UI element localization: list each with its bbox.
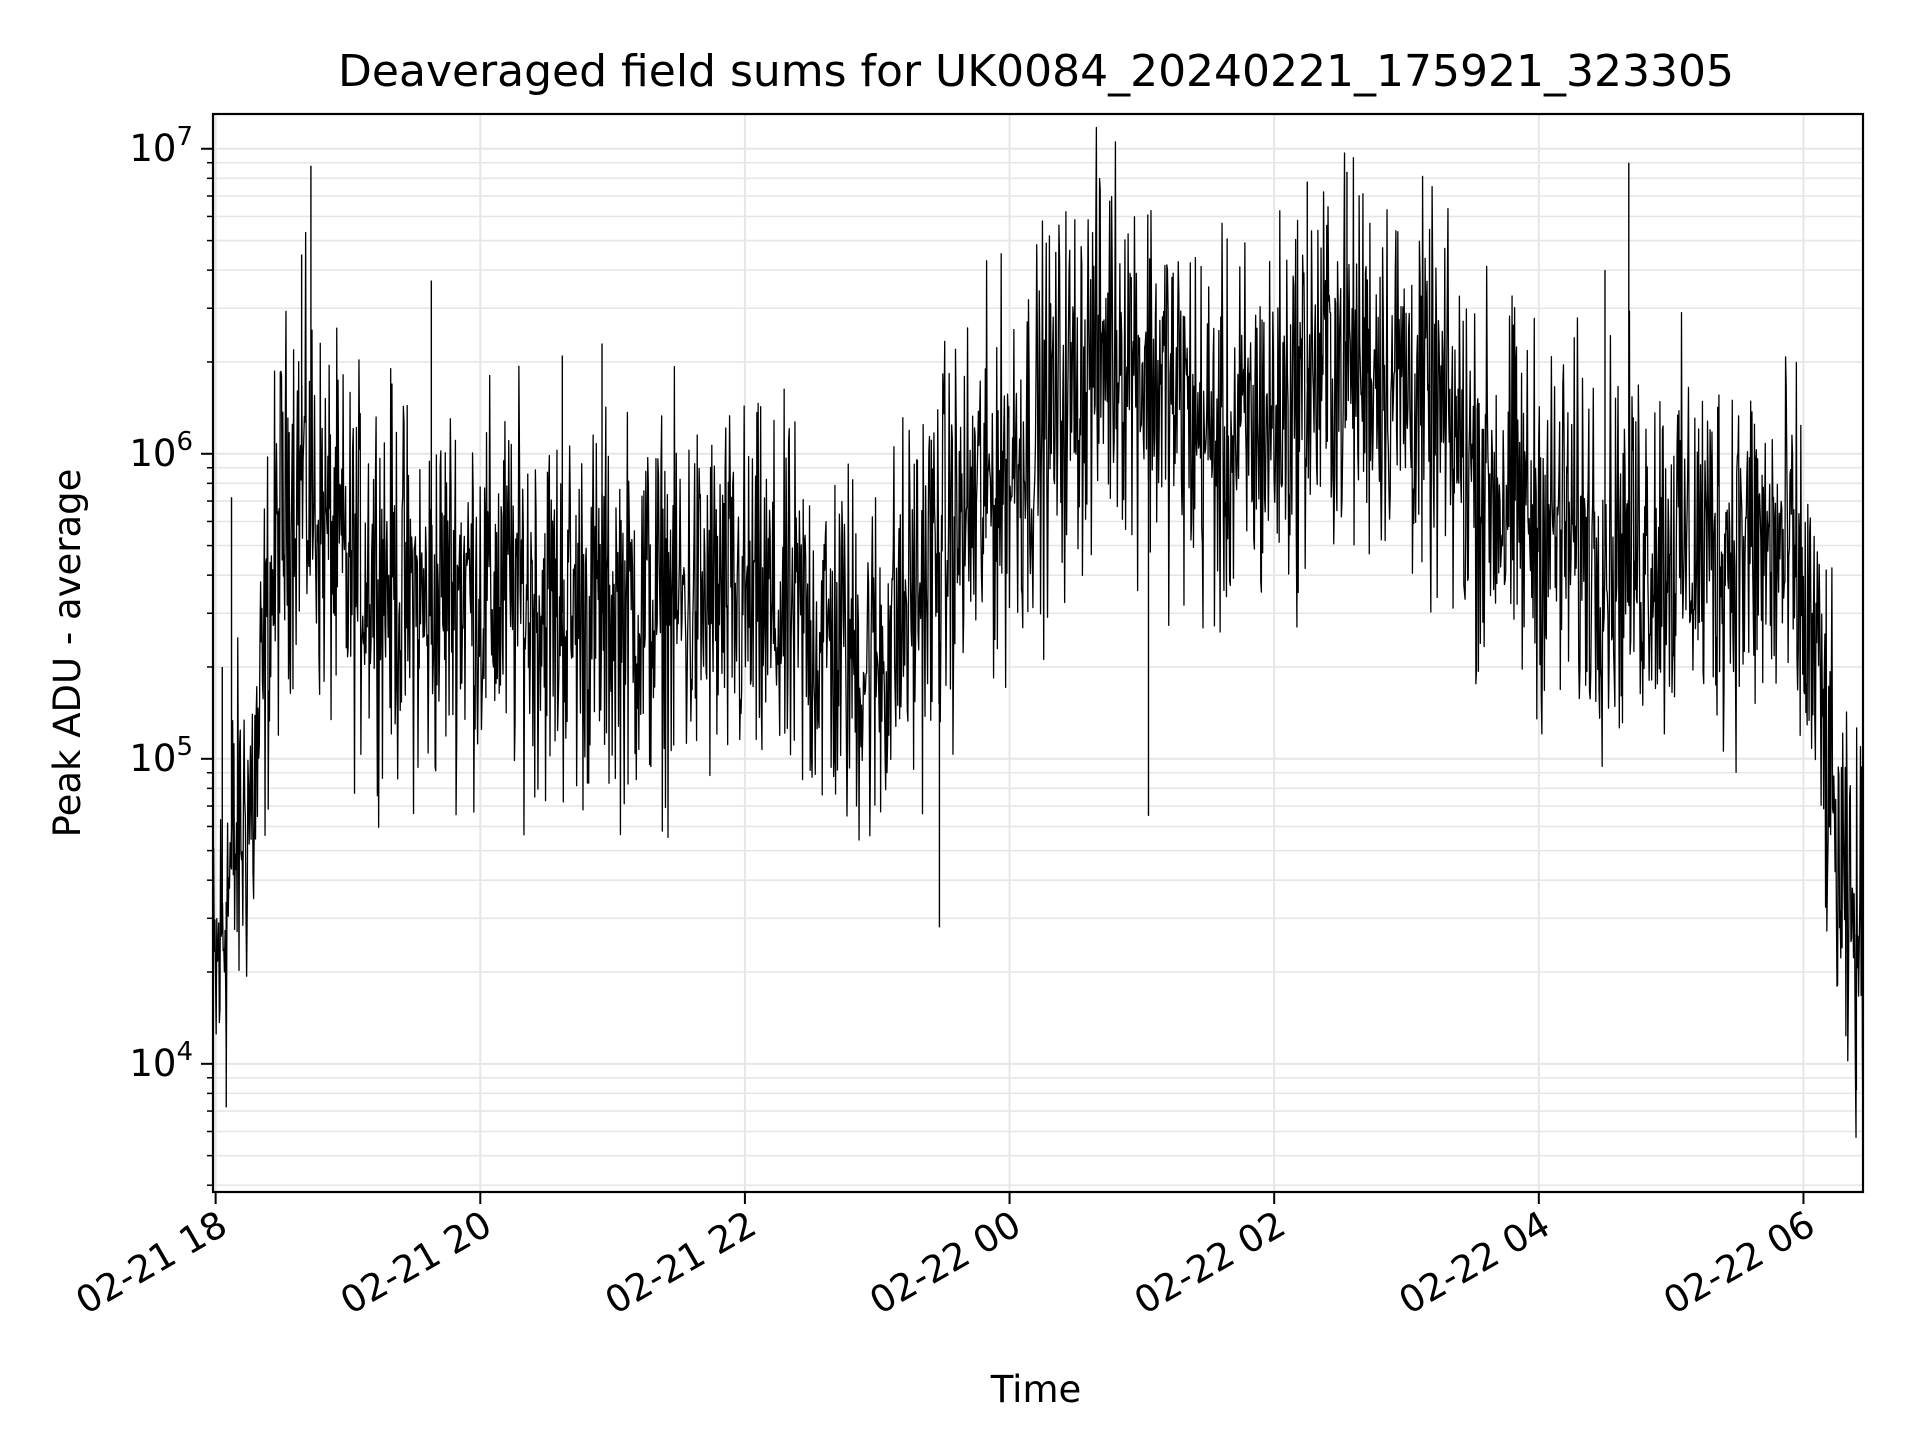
series-line <box>212 126 1864 1144</box>
y-tick-label: 104 <box>129 1037 193 1085</box>
y-tick-label: 106 <box>129 427 193 475</box>
y-axis-ticks: 104 105 106 107 <box>129 122 213 1186</box>
chart-title: Deaveraged field sums for UK0084_2024022… <box>338 46 1734 97</box>
series-group <box>212 126 1864 1144</box>
plot-frame <box>211 112 1865 1194</box>
y-tick-label: 107 <box>129 122 193 170</box>
x-axis-label: Time <box>990 1368 1082 1411</box>
y-axis-label: Peak ADU - average <box>46 469 89 838</box>
y-tick-label: 105 <box>129 732 193 780</box>
